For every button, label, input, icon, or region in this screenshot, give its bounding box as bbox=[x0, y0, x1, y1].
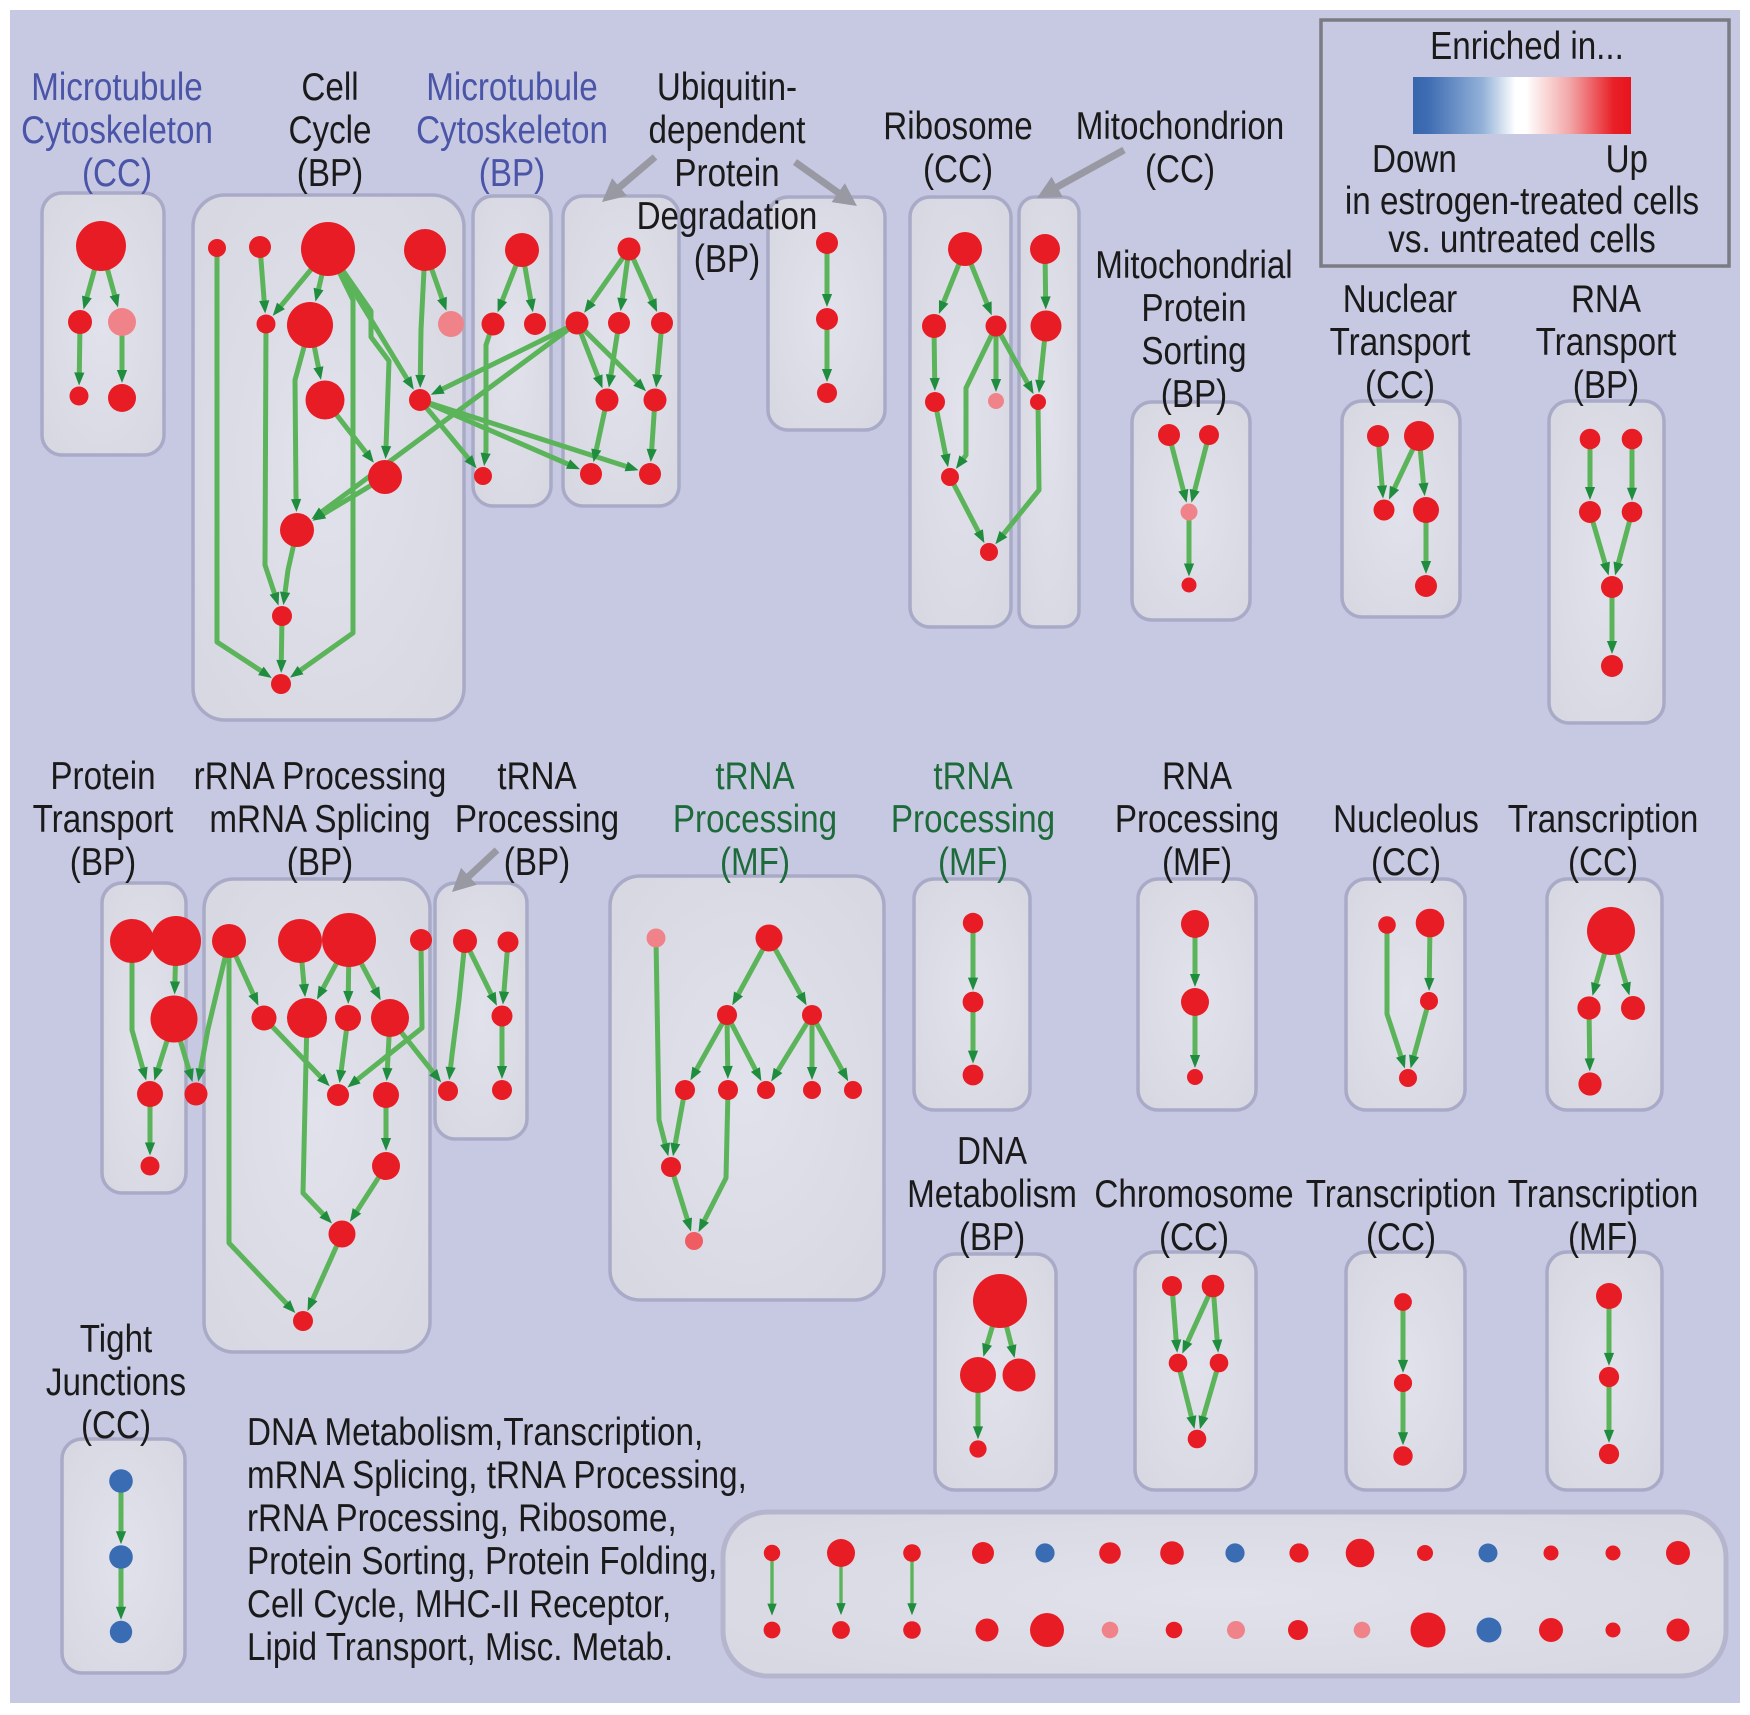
svg-text:Microtubule: Microtubule bbox=[31, 66, 203, 109]
svg-text:(BP): (BP) bbox=[1573, 364, 1639, 407]
svg-text:mRNA Splicing: mRNA Splicing bbox=[209, 798, 430, 841]
svg-text:Processing: Processing bbox=[673, 798, 837, 841]
svg-text:Protein Sorting, Protein Foldi: Protein Sorting, Protein Folding, bbox=[247, 1540, 717, 1583]
svg-text:(CC): (CC) bbox=[1365, 364, 1435, 407]
svg-text:Cell Cycle, MHC-II Receptor,: Cell Cycle, MHC-II Receptor, bbox=[247, 1583, 671, 1626]
svg-text:(BP): (BP) bbox=[70, 841, 136, 884]
svg-text:Tight: Tight bbox=[80, 1318, 153, 1361]
svg-text:Transcription: Transcription bbox=[1508, 798, 1699, 841]
svg-text:(BP): (BP) bbox=[479, 152, 545, 195]
svg-text:Microtubule: Microtubule bbox=[426, 66, 598, 109]
svg-text:Degradation: Degradation bbox=[637, 195, 818, 238]
svg-text:Processing: Processing bbox=[1115, 798, 1279, 841]
svg-text:(CC): (CC) bbox=[1145, 148, 1215, 191]
svg-text:dependent: dependent bbox=[649, 109, 806, 152]
svg-text:(MF): (MF) bbox=[1162, 841, 1232, 884]
svg-text:Metabolism: Metabolism bbox=[907, 1173, 1077, 1216]
svg-text:Ribosome: Ribosome bbox=[883, 105, 1032, 148]
svg-text:RNA: RNA bbox=[1162, 755, 1232, 798]
svg-text:(MF): (MF) bbox=[938, 841, 1008, 884]
svg-text:(MF): (MF) bbox=[1568, 1216, 1638, 1259]
svg-text:Nucleolus: Nucleolus bbox=[1333, 798, 1479, 841]
svg-text:(CC): (CC) bbox=[1366, 1216, 1436, 1259]
svg-text:Protein: Protein bbox=[674, 152, 779, 195]
svg-text:Transport: Transport bbox=[33, 798, 174, 841]
svg-text:(CC): (CC) bbox=[1371, 841, 1441, 884]
svg-text:Mitochondrial: Mitochondrial bbox=[1095, 244, 1292, 287]
svg-text:Enriched in...: Enriched in... bbox=[1430, 25, 1624, 68]
svg-text:DNA: DNA bbox=[957, 1130, 1027, 1173]
svg-text:Transcription: Transcription bbox=[1508, 1173, 1699, 1216]
svg-text:Processing: Processing bbox=[455, 798, 619, 841]
svg-text:Cytoskeleton: Cytoskeleton bbox=[21, 109, 213, 152]
svg-text:vs. untreated cells: vs. untreated cells bbox=[1388, 218, 1656, 261]
svg-text:Up: Up bbox=[1606, 138, 1648, 181]
svg-text:Lipid Transport, Misc. Metab.: Lipid Transport, Misc. Metab. bbox=[247, 1626, 673, 1669]
svg-text:DNA Metabolism,Transcription,: DNA Metabolism,Transcription, bbox=[247, 1411, 703, 1454]
svg-text:Junctions: Junctions bbox=[46, 1361, 186, 1404]
svg-text:(BP): (BP) bbox=[694, 238, 760, 281]
svg-text:Transcription: Transcription bbox=[1306, 1173, 1497, 1216]
svg-text:Protein: Protein bbox=[50, 755, 155, 798]
svg-text:(CC): (CC) bbox=[81, 1404, 151, 1447]
svg-text:Mitochondrion: Mitochondrion bbox=[1076, 105, 1285, 148]
svg-text:Cell: Cell bbox=[301, 66, 358, 109]
svg-text:RNA: RNA bbox=[1571, 278, 1641, 321]
svg-text:in estrogen-treated cells: in estrogen-treated cells bbox=[1345, 180, 1699, 223]
svg-text:Transport: Transport bbox=[1536, 321, 1677, 364]
svg-text:(BP): (BP) bbox=[287, 841, 353, 884]
svg-text:(MF): (MF) bbox=[720, 841, 790, 884]
svg-text:Nuclear: Nuclear bbox=[1343, 278, 1458, 321]
svg-text:Ubiquitin-: Ubiquitin- bbox=[657, 66, 797, 109]
svg-text:Cycle: Cycle bbox=[289, 109, 372, 152]
svg-text:Transport: Transport bbox=[1330, 321, 1471, 364]
svg-text:tRNA: tRNA bbox=[715, 755, 795, 798]
svg-text:(CC): (CC) bbox=[1159, 1216, 1229, 1259]
svg-text:(CC): (CC) bbox=[923, 148, 993, 191]
svg-text:Cytoskeleton: Cytoskeleton bbox=[416, 109, 608, 152]
svg-text:Chromosome: Chromosome bbox=[1094, 1173, 1293, 1216]
svg-text:Processing: Processing bbox=[891, 798, 1055, 841]
svg-text:Protein: Protein bbox=[1141, 287, 1246, 330]
svg-text:rRNA Processing: rRNA Processing bbox=[194, 755, 447, 798]
svg-text:Sorting: Sorting bbox=[1141, 330, 1246, 373]
svg-text:(BP): (BP) bbox=[504, 841, 570, 884]
svg-text:rRNA Processing, Ribosome,: rRNA Processing, Ribosome, bbox=[247, 1497, 677, 1540]
svg-text:tRNA: tRNA bbox=[933, 755, 1013, 798]
svg-text:(BP): (BP) bbox=[297, 152, 363, 195]
svg-text:tRNA: tRNA bbox=[497, 755, 577, 798]
svg-text:mRNA Splicing, tRNA Processing: mRNA Splicing, tRNA Processing, bbox=[247, 1454, 747, 1497]
svg-text:Down: Down bbox=[1372, 138, 1457, 181]
svg-text:(BP): (BP) bbox=[959, 1216, 1025, 1259]
svg-text:(BP): (BP) bbox=[1161, 373, 1227, 416]
svg-text:(CC): (CC) bbox=[82, 152, 152, 195]
svg-text:(CC): (CC) bbox=[1568, 841, 1638, 884]
